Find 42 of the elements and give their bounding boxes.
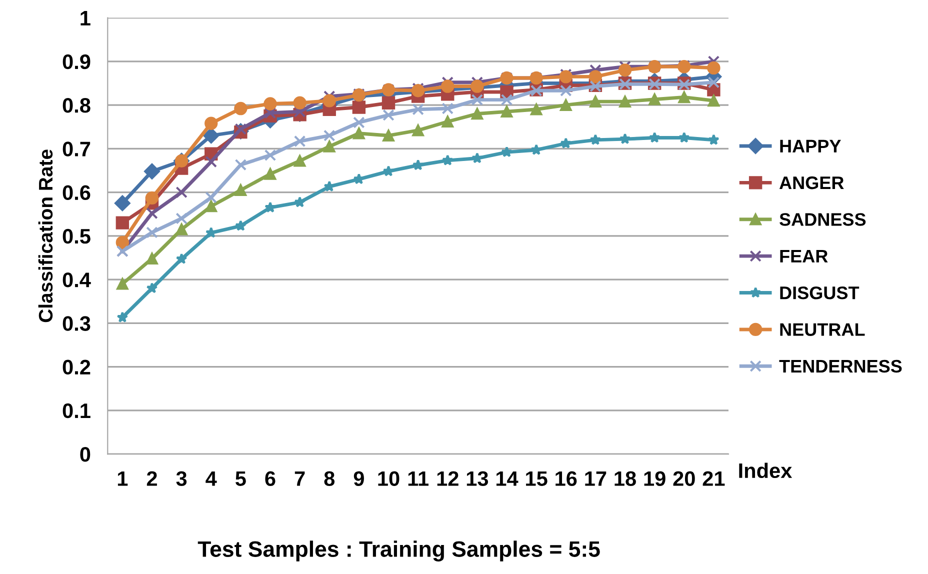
x-tick-label: 19	[644, 471, 666, 486]
x-tick-label: 10	[378, 471, 400, 486]
y-tick-label: 0.4	[62, 272, 91, 288]
x-tick-label: 13	[466, 471, 488, 486]
x-tick-label: 8	[324, 471, 335, 486]
y-axis-title: Classification Rate	[38, 150, 53, 322]
x-tick-label: 18	[614, 471, 636, 486]
y-tick-label: 0.3	[62, 316, 90, 331]
legend-label: TENDERNESS	[779, 360, 902, 373]
legend-label: ANGER	[779, 176, 844, 190]
x-tick-label: 16	[556, 471, 577, 486]
legend-label: DISGUST	[780, 286, 860, 300]
x-tick-label: 14	[496, 471, 518, 486]
x-tick-label: 4	[206, 471, 217, 486]
y-tick-label: 0.9	[62, 54, 90, 70]
x-tick-label: 7	[294, 471, 305, 486]
legend-label: NEUTRAL	[780, 323, 865, 336]
y-tick-label: 0.7	[62, 142, 90, 156]
x-axis-title: Index	[739, 462, 792, 478]
x-tick-label: 17	[585, 471, 606, 486]
x-tick-label: 11	[408, 471, 428, 486]
x-tick-label: 3	[176, 471, 187, 486]
text: Test Samples : Training Samples = 5:5	[198, 540, 600, 562]
y-tick-label: 0	[80, 447, 90, 462]
x-tick-label: 21	[702, 471, 725, 486]
x-tick-label: 9	[354, 471, 364, 486]
x-tick-label: 20	[673, 471, 695, 486]
y-tick-label: 0.2	[62, 360, 90, 375]
x-tick-label: 15	[526, 471, 548, 486]
y-tick-label: 0.5	[62, 228, 90, 244]
x-tick-label: 1	[118, 471, 128, 486]
legend-label: FEAR	[780, 250, 828, 262]
y-tick-label: 0.8	[62, 98, 90, 113]
x-tick-label: 12	[437, 471, 458, 486]
y-tick-label: 0.1	[62, 403, 90, 418]
y-tick-label: 1	[80, 11, 90, 26]
x-tick-label: 5	[236, 471, 246, 486]
legend-label: SADNESS	[780, 213, 866, 226]
legend-label: HAPPY	[780, 140, 841, 152]
x-tick-label: 2	[146, 471, 157, 486]
x-tick-label: 6	[265, 471, 276, 486]
y-tick-label: 0.6	[62, 185, 90, 200]
